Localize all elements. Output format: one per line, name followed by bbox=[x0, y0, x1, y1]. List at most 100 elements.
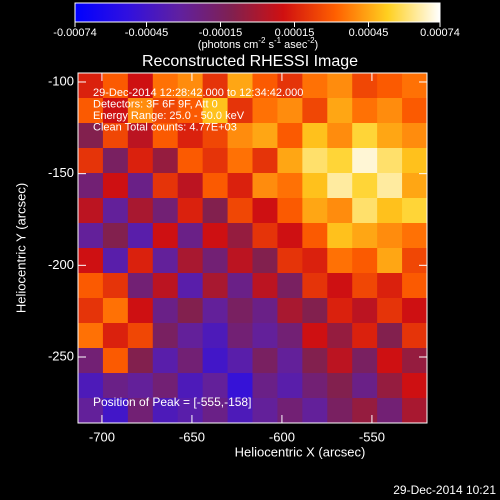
annotation: Clean Total counts: 4.77E+03 bbox=[93, 121, 237, 133]
heatmap-cell bbox=[277, 173, 303, 199]
heatmap-cell bbox=[327, 73, 353, 99]
heatmap-cell bbox=[352, 198, 378, 224]
heatmap-cell bbox=[78, 123, 104, 149]
heatmap-cell bbox=[177, 348, 204, 374]
heatmap-cell bbox=[202, 323, 229, 349]
colorbar bbox=[74, 2, 441, 23]
heatmap-cell bbox=[377, 323, 403, 349]
heatmap-cell bbox=[327, 198, 353, 224]
heatmap-cell bbox=[227, 398, 253, 424]
heatmap-cell bbox=[152, 348, 179, 374]
heatmap-cell bbox=[177, 398, 204, 424]
heatmap-cell bbox=[177, 273, 204, 299]
heatmap-cell bbox=[327, 373, 353, 399]
annotation: 29-Dec-2014 12:28:42.000 to 12:34:42.000 bbox=[93, 87, 303, 99]
colorbar-tick-label: -0.00074 bbox=[53, 27, 96, 39]
heatmap-cell bbox=[127, 148, 154, 174]
colorbar-unit-part: -2 bbox=[307, 36, 315, 45]
heatmap-cell bbox=[352, 323, 378, 349]
heatmap-cell bbox=[102, 373, 129, 399]
heatmap-cell bbox=[78, 248, 104, 274]
chart-title: Reconstructed RHESSI Image bbox=[142, 53, 358, 70]
heatmap-cell bbox=[327, 173, 353, 199]
heatmap-cell bbox=[127, 273, 154, 299]
heatmap-cell bbox=[252, 223, 278, 249]
colorbar-unit-part: ) bbox=[315, 39, 319, 51]
heatmap-cell bbox=[227, 123, 253, 149]
y-tick-label: -150 bbox=[48, 165, 74, 180]
annotation: Detectors: 3F 6F 9F, Att 0 bbox=[93, 98, 218, 110]
heatmap-cell bbox=[352, 398, 378, 424]
heatmap-cell bbox=[127, 373, 154, 399]
heatmap-cell bbox=[277, 123, 303, 149]
heatmap-cell bbox=[377, 123, 403, 149]
heatmap-cell bbox=[177, 98, 204, 124]
heatmap-cell bbox=[177, 148, 204, 174]
heatmap-cell bbox=[127, 223, 154, 249]
heatmap-cell bbox=[327, 298, 353, 324]
heatmap-cell bbox=[152, 198, 179, 224]
heatmap-cell bbox=[402, 348, 428, 374]
colorbar-tick-label: -0.00015 bbox=[199, 27, 242, 39]
heatmap-cell bbox=[252, 98, 278, 124]
heatmap-cell bbox=[177, 173, 204, 199]
heatmap-cell bbox=[152, 223, 179, 249]
heatmap-cell bbox=[102, 398, 129, 424]
heatmap-cell bbox=[127, 73, 154, 99]
heatmap-cell bbox=[302, 298, 328, 324]
heatmap-cell bbox=[227, 273, 253, 299]
heatmap-cell bbox=[402, 123, 428, 149]
heatmap-cell bbox=[202, 223, 229, 249]
colorbar-unit-part: (photons cm bbox=[198, 39, 259, 51]
heatmap-cell bbox=[252, 248, 278, 274]
heatmap-cell bbox=[352, 248, 378, 274]
heatmap-cell bbox=[177, 298, 204, 324]
y-tick-label: -200 bbox=[48, 257, 74, 272]
heatmap-cell bbox=[78, 148, 104, 174]
heatmap-cell bbox=[177, 223, 204, 249]
heatmap-cell bbox=[127, 98, 154, 124]
heatmap-cell bbox=[302, 123, 328, 149]
heatmap-cell bbox=[202, 373, 229, 399]
heatmap-cell bbox=[177, 123, 204, 149]
heatmap-cell bbox=[152, 373, 179, 399]
heatmap-cell bbox=[402, 198, 428, 224]
heatmap-cell bbox=[102, 98, 129, 124]
heatmap-cell bbox=[78, 73, 104, 99]
heatmap-cell bbox=[202, 248, 229, 274]
heatmap-cell bbox=[402, 73, 428, 99]
heatmap-cell bbox=[227, 298, 253, 324]
heatmap-cell bbox=[202, 273, 229, 299]
peak-label: Position of Peak = [-555,-158] bbox=[93, 395, 251, 409]
heatmap-cell bbox=[152, 148, 179, 174]
heatmap-cell bbox=[227, 248, 253, 274]
heatmap-cell bbox=[202, 198, 229, 224]
heatmap-cell bbox=[277, 223, 303, 249]
heatmap-cell bbox=[177, 198, 204, 224]
heatmap-cell bbox=[127, 398, 154, 424]
x-tick-label: -700 bbox=[89, 429, 115, 444]
heatmap-cell bbox=[352, 348, 378, 374]
heatmap-cell bbox=[152, 298, 179, 324]
heatmap-cell bbox=[102, 323, 129, 349]
heatmap-cell bbox=[377, 273, 403, 299]
heatmap-cell bbox=[227, 148, 253, 174]
heatmap-cell bbox=[202, 98, 229, 124]
heatmap-cell bbox=[352, 223, 378, 249]
heatmap-cell bbox=[227, 98, 253, 124]
colorbar-unit-part: s bbox=[265, 39, 274, 51]
y-tick-label: -100 bbox=[48, 73, 74, 88]
heatmap-cell bbox=[327, 223, 353, 249]
x-tick-label: -600 bbox=[269, 429, 295, 444]
heatmap-cell bbox=[327, 148, 353, 174]
heatmap-cell bbox=[302, 348, 328, 374]
heatmap-cell bbox=[78, 273, 104, 299]
heatmap-cell bbox=[352, 173, 378, 199]
heatmap-cell bbox=[277, 298, 303, 324]
annotation: Energy Range: 25.0 - 50.0 keV bbox=[93, 110, 245, 122]
heatmap-cell bbox=[327, 123, 353, 149]
heatmap-cell bbox=[277, 323, 303, 349]
heatmap-cell bbox=[102, 173, 129, 199]
heatmap-cell bbox=[78, 323, 104, 349]
heatmap-cell bbox=[78, 373, 104, 399]
